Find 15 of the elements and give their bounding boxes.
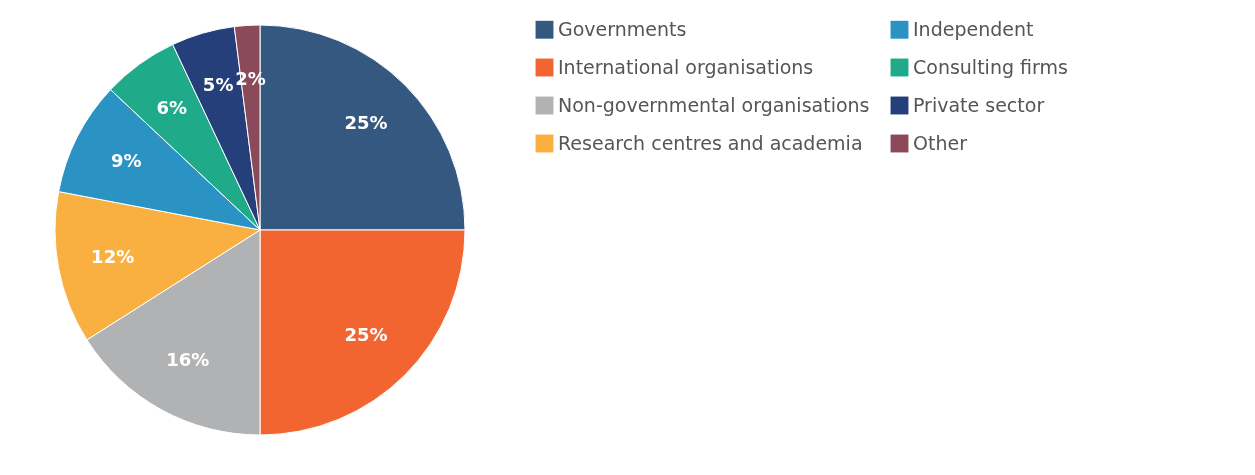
legend-label: International organisations	[558, 55, 814, 78]
data-label: 6%	[156, 96, 188, 118]
data-label: 16%	[166, 349, 210, 371]
data-label: 25%	[344, 324, 388, 346]
data-label: 5%	[202, 73, 234, 95]
legend-label: Independent	[913, 17, 1034, 40]
legend-label: Research centres and academia	[558, 131, 863, 154]
legend-label: Governments	[558, 17, 687, 40]
legend-label: Consulting firms	[913, 55, 1068, 78]
data-label: 25%	[344, 111, 388, 133]
legend-label: Other	[913, 131, 968, 154]
legend-label: Private sector	[913, 93, 1045, 116]
data-label: 9%	[111, 149, 142, 171]
legend-label: Non-governmental organisations	[558, 93, 870, 116]
data-label: 12%	[91, 246, 135, 268]
